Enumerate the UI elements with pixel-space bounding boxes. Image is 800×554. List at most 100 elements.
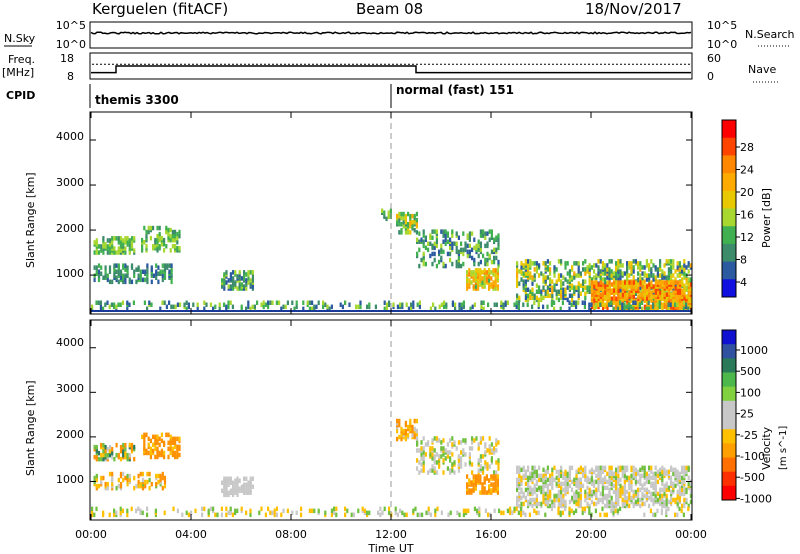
- velocity-cell: [665, 469, 668, 475]
- power-cell: [100, 271, 103, 276]
- velocity-cell: [401, 510, 404, 516]
- velocity-cell: [533, 483, 536, 489]
- power-cell: [681, 304, 684, 310]
- power-cell: [533, 300, 536, 305]
- velocity-cell: [566, 481, 569, 487]
- power-cell: [591, 292, 594, 297]
- power-cell: [544, 275, 547, 280]
- power-cell: [687, 306, 690, 312]
- velocity-cell: [687, 481, 690, 487]
- power-cell: [433, 257, 436, 263]
- power-cell: [238, 270, 241, 275]
- power-cell: [174, 244, 177, 249]
- velocity-cell: [415, 428, 418, 434]
- power-cell: [484, 231, 487, 236]
- power-cell: [617, 292, 620, 297]
- velocity-cell: [225, 484, 228, 489]
- velocity-cell: [143, 440, 146, 446]
- velocity-cell: [540, 473, 543, 479]
- velocity-cell: [494, 484, 497, 489]
- velocity-cell: [654, 475, 657, 481]
- power-cell: [480, 304, 483, 310]
- power-cell: [526, 302, 529, 307]
- velocity-cell: [575, 495, 578, 501]
- velocity-cell: [656, 491, 659, 497]
- power-cell: [516, 273, 519, 278]
- velocity-cell: [466, 482, 469, 487]
- velocity-cell: [311, 508, 314, 514]
- velocity-cell: [415, 432, 418, 438]
- power-cell: [161, 269, 164, 274]
- velocity-cell: [561, 510, 564, 516]
- velocity-cell: [656, 508, 659, 514]
- velocity-cell: [203, 506, 206, 512]
- velocity-cell: [249, 508, 252, 514]
- velocity-cell: [601, 487, 604, 493]
- velocity-cell: [141, 510, 144, 516]
- velocity-cell: [665, 497, 668, 503]
- velocity-cell: [579, 501, 582, 507]
- power-cell: [468, 268, 471, 273]
- velocity-cell: [593, 501, 596, 507]
- power-cell: [637, 300, 640, 305]
- power-cell: [145, 229, 148, 235]
- power-cell: [449, 237, 452, 242]
- velocity-cell: [634, 479, 637, 485]
- velocity-cell: [584, 489, 587, 495]
- power-cell: [108, 265, 112, 270]
- power-cell: [422, 243, 425, 249]
- velocity-cell: [524, 495, 527, 501]
- velocity-cell: [409, 426, 412, 432]
- velocity-cell: [562, 481, 565, 487]
- power-cell: [455, 263, 458, 269]
- velocity-cell: [234, 482, 237, 487]
- power-cell: [575, 304, 578, 310]
- power-cell: [639, 261, 642, 266]
- velocity-cell: [492, 474, 495, 479]
- velocity-cell: [420, 462, 423, 467]
- velocity-cell: [126, 481, 129, 487]
- power-cell: [599, 259, 602, 264]
- power-cell: [466, 286, 469, 291]
- velocity-cell: [588, 477, 591, 483]
- power-cell: [588, 302, 591, 307]
- power-cell: [398, 217, 401, 223]
- power-cell: [630, 280, 633, 285]
- power-cell: [485, 278, 488, 283]
- power-cell: [176, 240, 179, 245]
- velocity-cell: [400, 426, 403, 432]
- velocity-cell: [124, 475, 127, 481]
- velocity-cell: [361, 506, 364, 512]
- velocity-cell: [383, 506, 386, 512]
- power-cell: [470, 280, 473, 285]
- velocity-cell: [588, 469, 591, 475]
- power-cell: [117, 246, 120, 251]
- power-cell: [324, 302, 327, 307]
- power-cell: [661, 273, 664, 278]
- velocity-cell: [583, 506, 586, 512]
- velocity-cell: [174, 454, 177, 460]
- power-cell: [455, 245, 458, 251]
- power-cell: [682, 306, 685, 312]
- velocity-cell: [527, 499, 530, 505]
- power-cell: [542, 285, 545, 290]
- velocity-cell: [528, 512, 531, 518]
- velocity-cell: [429, 468, 432, 473]
- velocity-cell: [682, 512, 685, 518]
- power-cell: [401, 302, 404, 307]
- x-tick-label: 16:00: [475, 528, 507, 541]
- power-cell: [518, 281, 521, 286]
- power-cell: [621, 280, 624, 285]
- velocity-cell: [540, 477, 543, 483]
- power-cell: [249, 270, 252, 275]
- velocity-cell: [604, 485, 607, 491]
- power-cell: [564, 265, 567, 270]
- nsky-panel: N.Sky 10^5 10^0 10^5 10^0 N.Search: [4, 19, 795, 51]
- power-cell: [617, 288, 620, 293]
- velocity-cell: [597, 483, 600, 489]
- power-cell: [641, 300, 644, 305]
- velocity-cell: [460, 460, 463, 465]
- power-cell: [121, 300, 124, 305]
- velocity-cell: [654, 512, 657, 518]
- velocity-cell: [615, 491, 618, 497]
